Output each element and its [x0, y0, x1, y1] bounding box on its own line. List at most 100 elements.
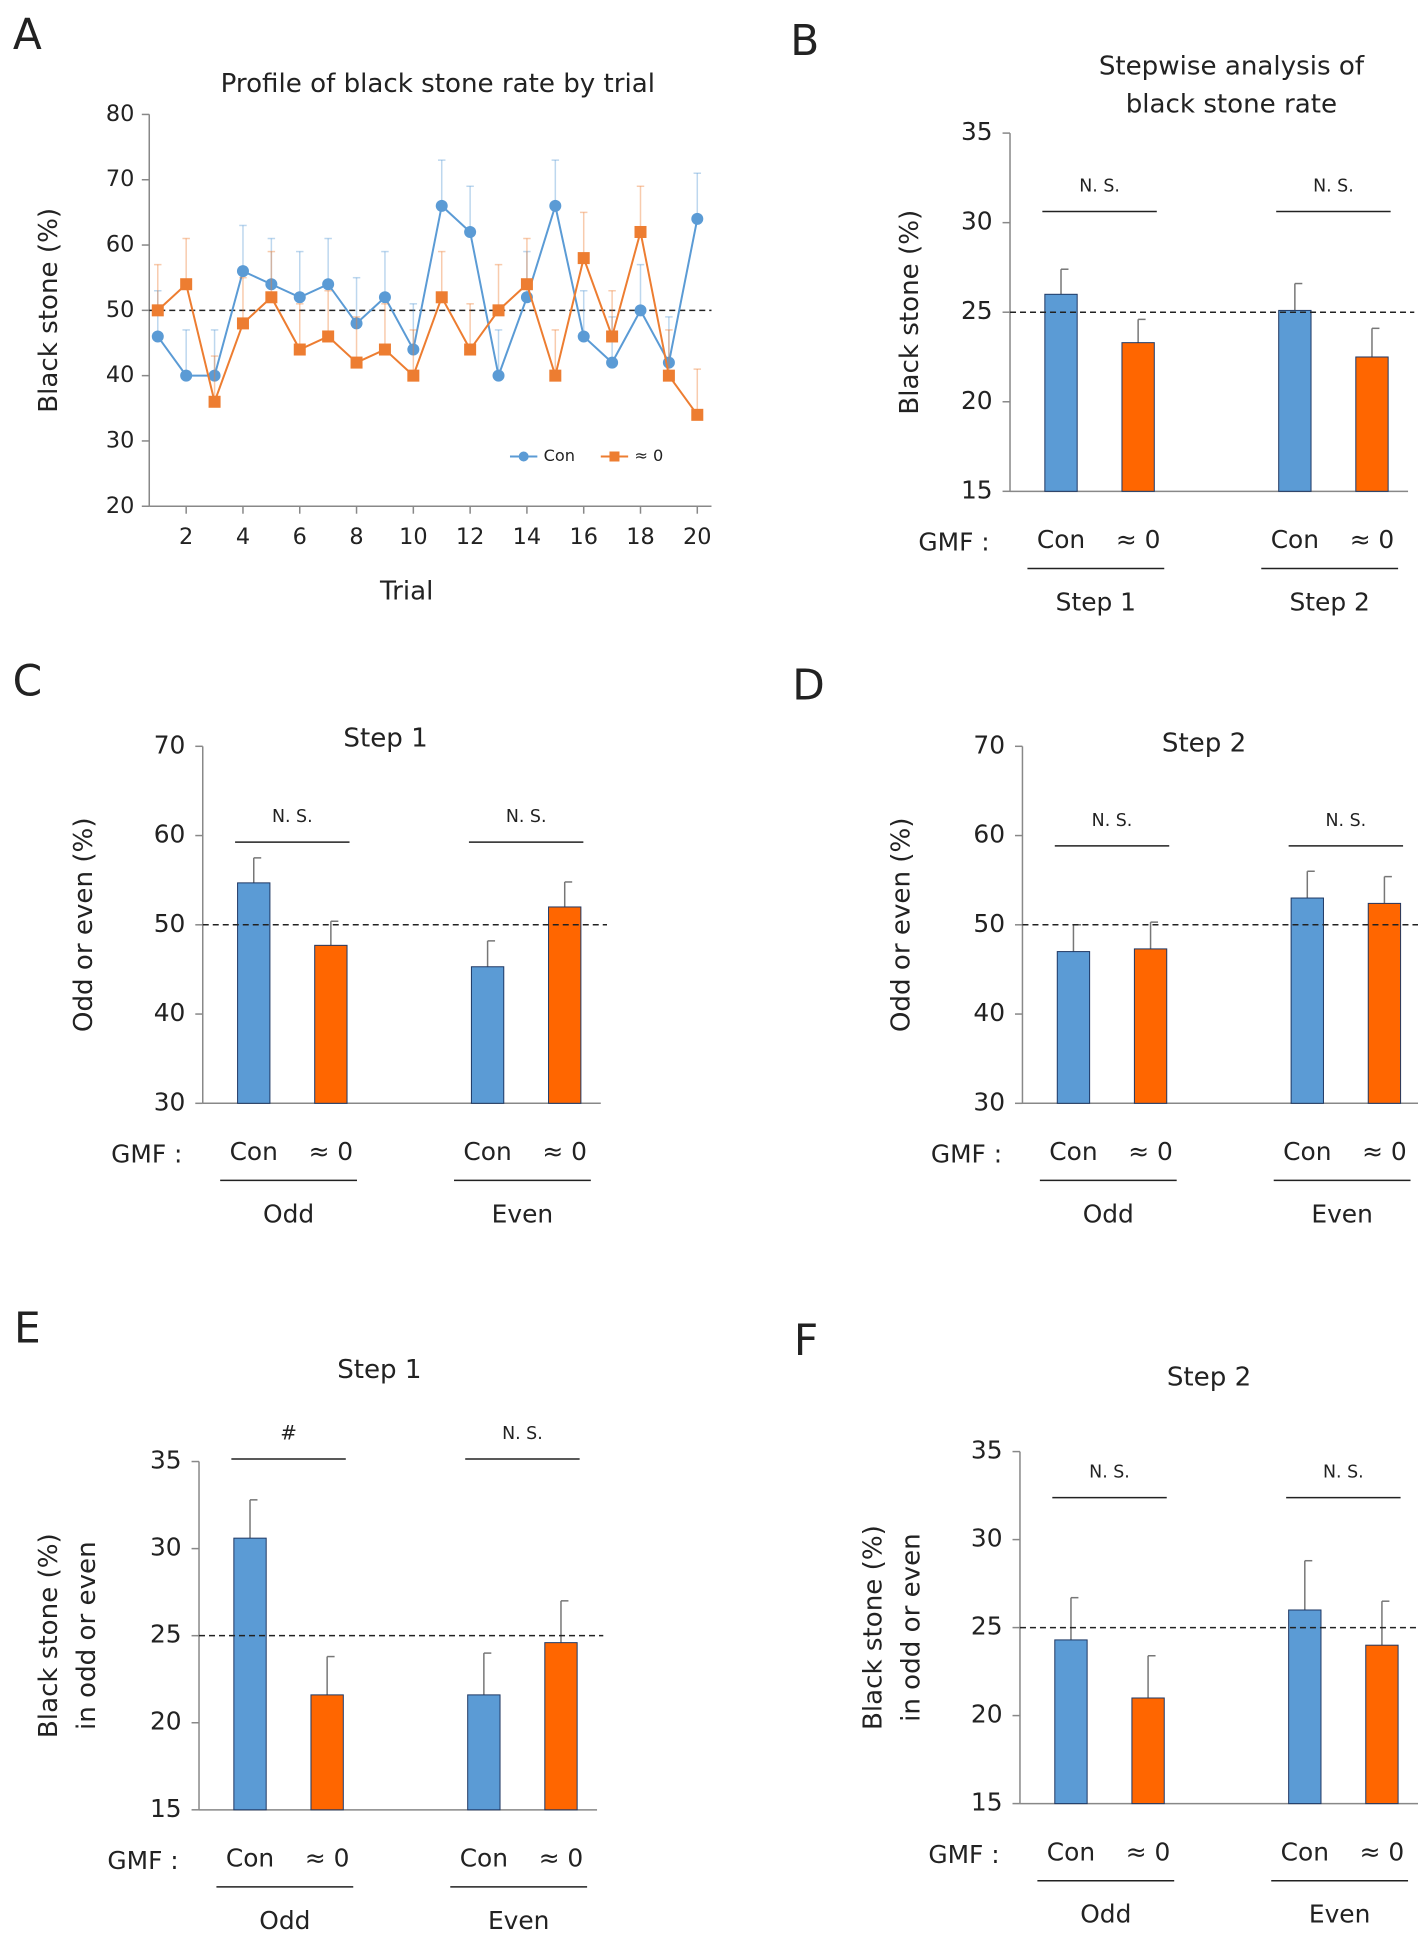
bar [1365, 1644, 1399, 1805]
panel-letter: F [794, 1316, 818, 1365]
y-tick-label: 60 [154, 820, 186, 849]
x-tick-label: 18 [626, 524, 654, 550]
bar-label: ≈ 0 [309, 1137, 354, 1166]
legend-label: Con [544, 446, 575, 465]
bar-label: Con [463, 1137, 511, 1166]
group-label: GMF : [918, 528, 989, 557]
annotation: N. S. [272, 807, 313, 827]
marker [634, 304, 647, 317]
marker [407, 343, 420, 356]
group-name: Even [1311, 1199, 1372, 1228]
y-tick-label: 20 [150, 1707, 182, 1736]
marker [492, 369, 505, 382]
x-tick-label: 14 [513, 524, 541, 550]
chart-title: Step 2 [1162, 728, 1246, 758]
y-axis-label: Black stone (%) [34, 208, 64, 413]
y-tick-label: 60 [106, 232, 134, 258]
group-name: Even [488, 1906, 549, 1935]
bar-label: Con [1283, 1137, 1331, 1166]
bar-label: Con [230, 1137, 278, 1166]
panel-letter: A [13, 10, 42, 59]
bar [233, 1537, 267, 1811]
annotation: N. S. [502, 1424, 543, 1444]
y-tick-label: 40 [973, 998, 1005, 1027]
marker [464, 225, 477, 238]
panel-letter: C [13, 657, 43, 706]
group-label: GMF : [111, 1140, 182, 1169]
bar-label: ≈ 0 [1128, 1137, 1173, 1166]
marker [208, 369, 221, 382]
y-axis-label: Odd or even (%) [886, 817, 916, 1032]
y-tick-label: 15 [961, 475, 993, 504]
x-tick-label: 8 [349, 524, 363, 550]
y-tick-label: 30 [973, 1087, 1005, 1116]
marker [180, 369, 193, 382]
y-tick-label: 15 [971, 1788, 1003, 1817]
bar-label: ≈ 0 [539, 1844, 584, 1873]
bar [470, 966, 505, 1104]
chart-title: black stone rate [1126, 89, 1337, 119]
y-tick-label: 25 [961, 296, 993, 325]
y-tick-label: 20 [961, 386, 993, 415]
bar-label: Con [1271, 525, 1319, 554]
marker [322, 278, 335, 291]
y-axis-label: Black stone (%) [895, 210, 925, 415]
x-tick-label: 10 [399, 524, 427, 550]
marker [208, 395, 221, 408]
bar-label: Con [1037, 525, 1085, 554]
marker [435, 291, 448, 304]
group-name: Odd [1080, 1900, 1131, 1929]
chart-title: Profile of black stone rate by trial [221, 69, 655, 99]
series-line [156, 201, 699, 380]
y-tick-label: 70 [106, 166, 134, 192]
panel-letter: D [792, 660, 825, 709]
x-tick-label: 6 [293, 524, 307, 550]
y-tick-label: 30 [150, 1533, 182, 1562]
y-axis-label: in odd or even [72, 1541, 102, 1730]
group-name: Odd [1083, 1199, 1134, 1228]
y-tick-label: 50 [154, 909, 186, 938]
y-tick-label: 30 [154, 1087, 186, 1116]
bar-label: Con [226, 1844, 274, 1873]
marker [549, 369, 562, 382]
y-tick-label: 70 [154, 730, 186, 759]
group-name: Odd [263, 1199, 314, 1228]
bar-label: ≈ 0 [1116, 525, 1161, 554]
marker [350, 317, 363, 330]
marker [549, 199, 562, 212]
marker [236, 265, 249, 278]
marker [322, 330, 335, 343]
marker [520, 278, 533, 291]
marker [378, 343, 391, 356]
panel-letter: B [790, 16, 819, 65]
marker [577, 330, 590, 343]
y-axis-label: Black stone (%) [34, 1533, 64, 1738]
bar [1355, 356, 1389, 492]
marker [634, 225, 647, 238]
annotation: N. S. [1323, 1463, 1364, 1483]
panel-letter: E [14, 1303, 41, 1352]
x-tick-label: 20 [683, 524, 711, 550]
marker [151, 330, 164, 343]
y-axis-label: Black stone (%) [859, 1525, 889, 1730]
marker [662, 369, 675, 382]
bar-label: ≈ 0 [1362, 1137, 1407, 1166]
group-name: Step 1 [1056, 587, 1136, 616]
marker [293, 343, 306, 356]
x-tick-label: 4 [236, 524, 250, 550]
bar [1121, 342, 1155, 492]
y-tick-label: 80 [106, 101, 134, 127]
bar [1044, 293, 1078, 492]
y-tick-label: 15 [150, 1794, 182, 1823]
legend-marker [609, 451, 620, 462]
group-name: Even [1309, 1900, 1370, 1929]
marker [577, 252, 590, 265]
legend-label: ≈ 0 [634, 446, 663, 465]
marker [606, 330, 619, 343]
marker [350, 356, 363, 369]
chart-title: Step 1 [337, 1355, 421, 1385]
bar [1278, 309, 1312, 492]
marker [606, 356, 619, 369]
annotation: N. S. [1326, 811, 1367, 831]
